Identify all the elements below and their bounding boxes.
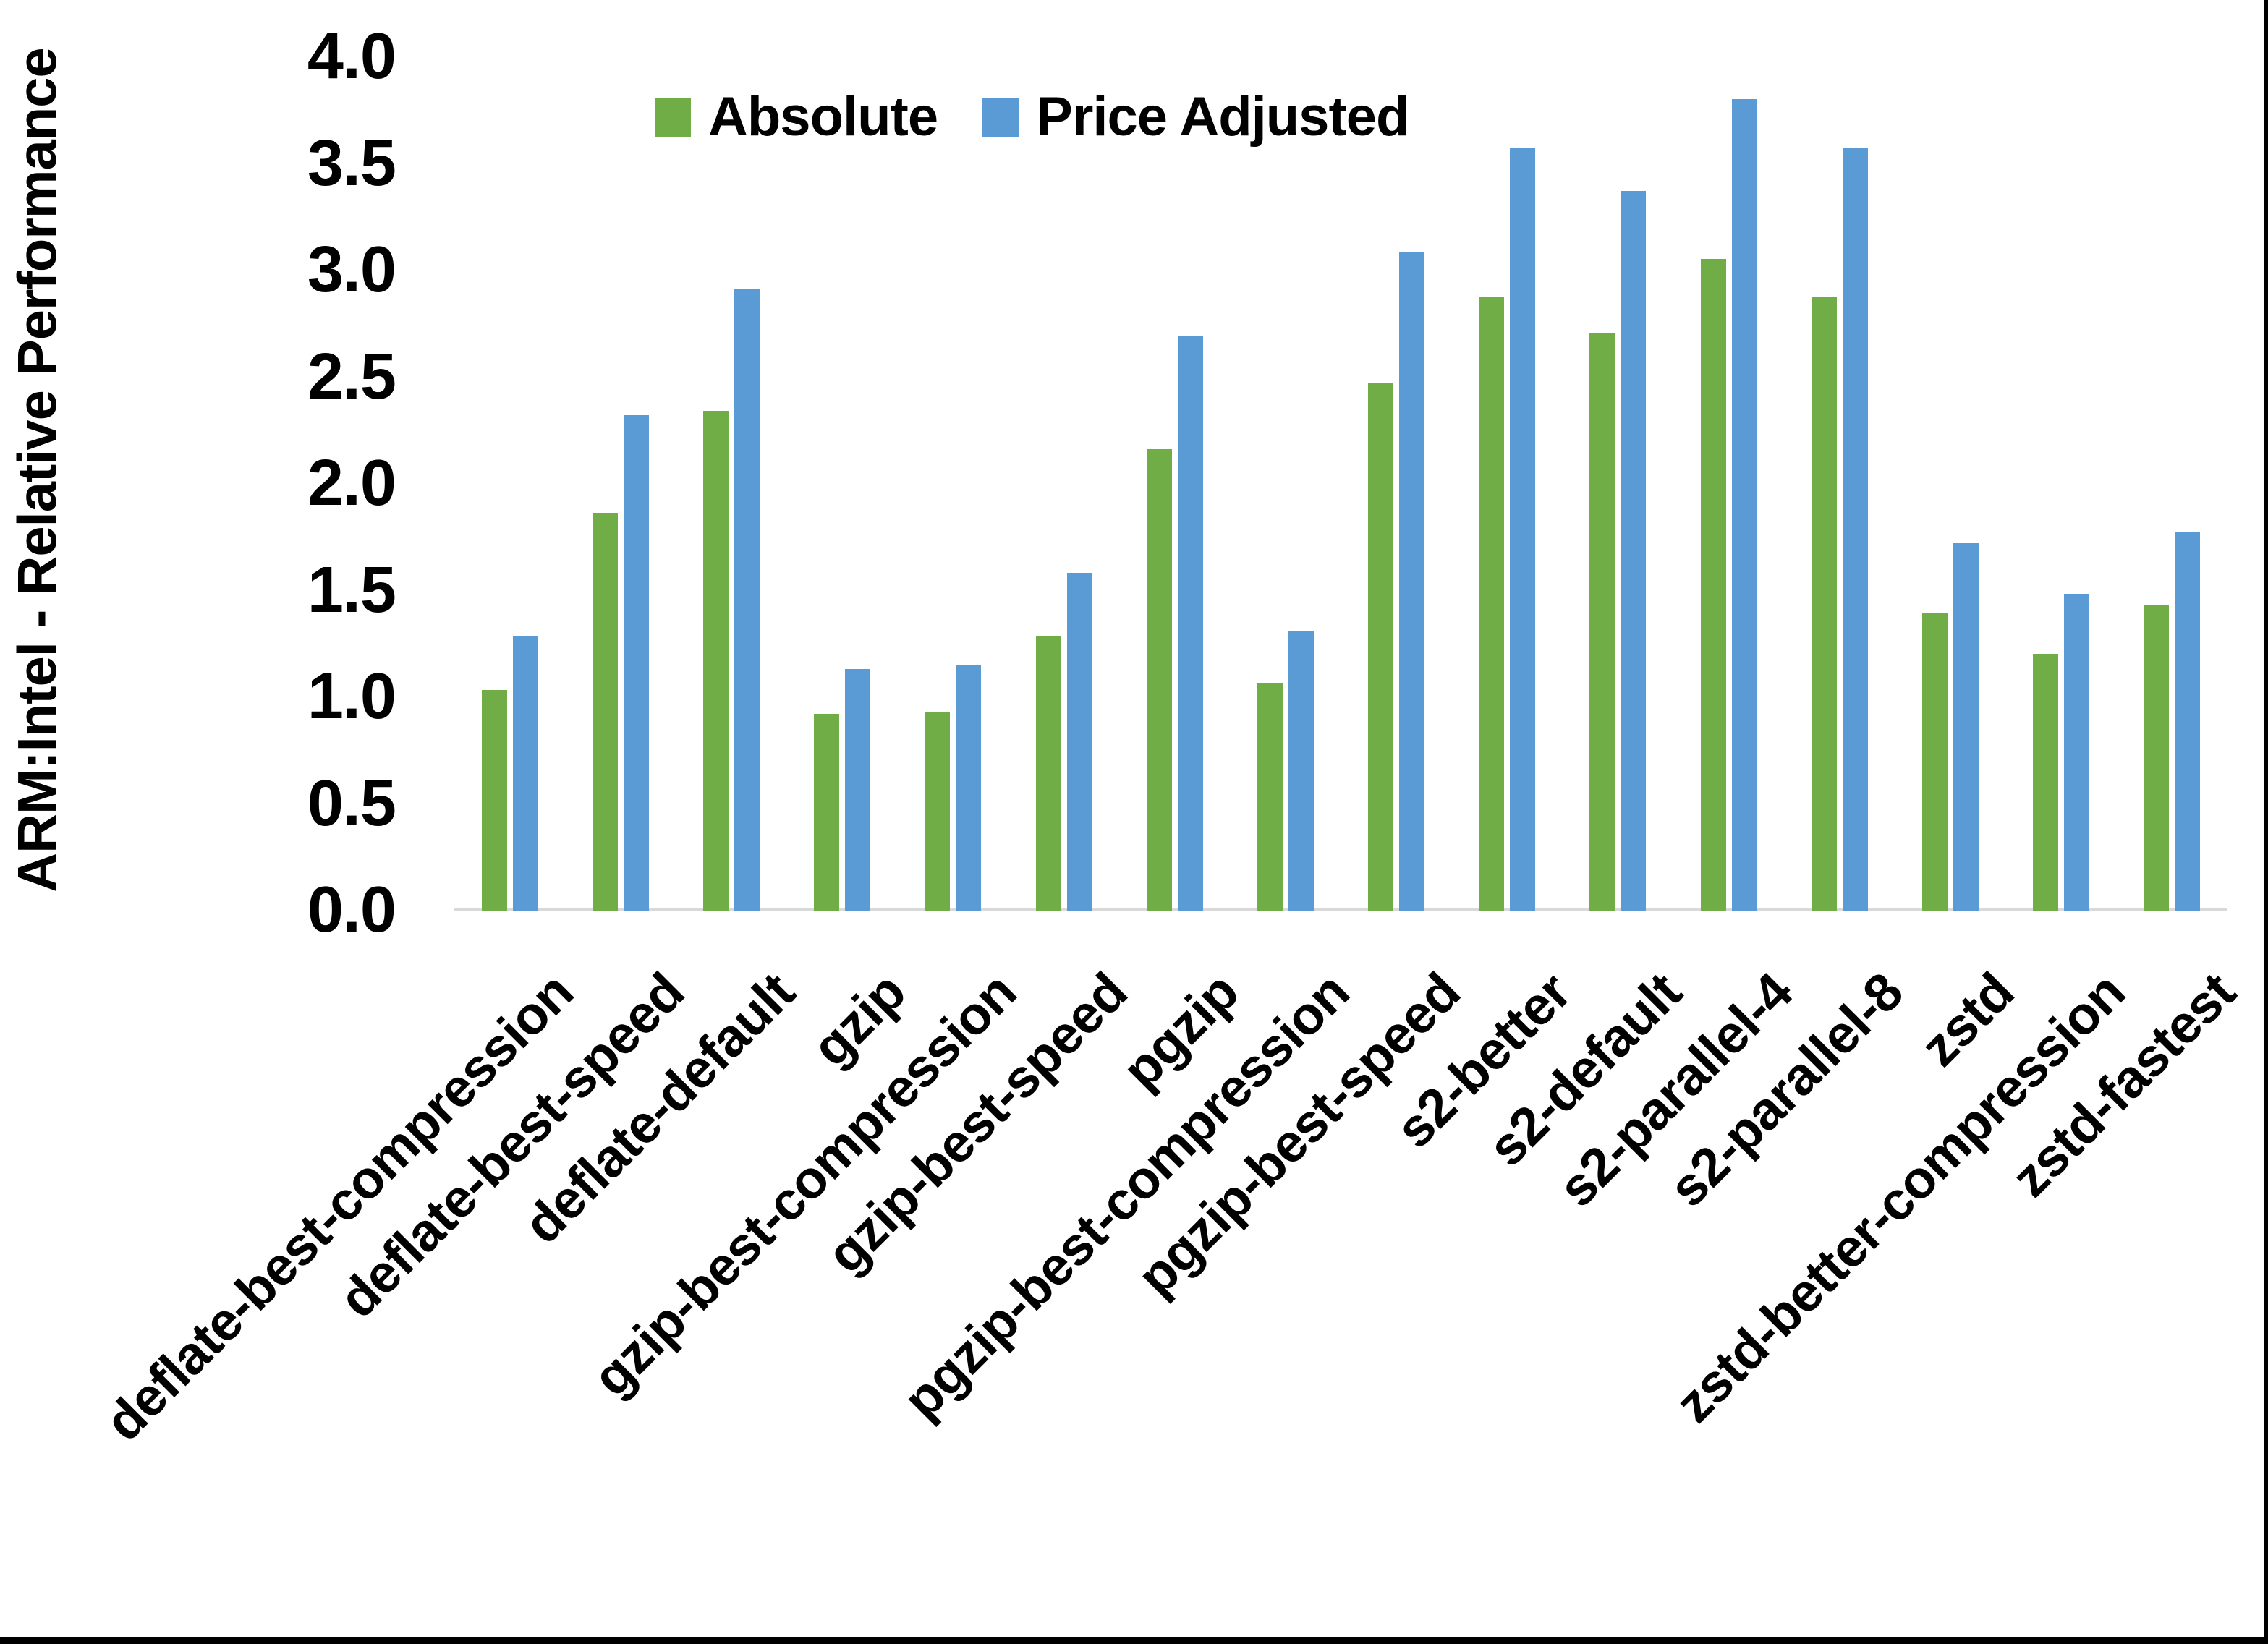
y-axis-tick-label: 4.0 [307,20,396,93]
x-axis-label: deflate-best-compression [93,961,585,1452]
bar-price-adjusted [1510,148,1535,911]
bar-absolute [1589,333,1615,911]
y-axis-tick-label: 2.0 [307,447,396,519]
bar-price-adjusted [624,415,649,911]
bar-absolute [1479,297,1504,911]
bar-absolute [925,712,950,911]
bar-absolute [1701,259,1726,911]
bar-price-adjusted [1953,543,1979,911]
bar-absolute [703,411,729,911]
y-axis-tick-label: 0.5 [307,767,396,840]
bar-absolute [1368,383,1393,911]
bar-price-adjusted [1178,336,1203,911]
bar-price-adjusted [845,669,870,911]
bar-absolute [482,690,507,911]
legend-label-absolute: Absolute [708,86,938,148]
x-axis-line [454,908,2227,911]
bar-price-adjusted [1067,573,1092,911]
bar-price-adjusted [1621,191,1646,911]
bar-price-adjusted [956,665,981,911]
bar-price-adjusted [2175,532,2200,911]
bar-price-adjusted [1843,148,1868,911]
y-axis-tick-label: 0.0 [307,874,396,946]
bar-absolute [2144,605,2169,911]
bar-absolute [1922,613,1948,911]
legend-label-price-adjusted: Price Adjusted [1036,86,1409,148]
bar-absolute [1147,449,1172,911]
legend-item-absolute: Absolute [655,85,938,148]
bottom-border-line [0,1637,2268,1644]
legend: Absolute Price Adjusted [655,85,1409,148]
y-axis-tick-label: 1.5 [307,553,396,626]
bar-price-adjusted [513,636,538,911]
bar-price-adjusted [2064,594,2089,911]
legend-swatch-absolute-icon [655,97,691,137]
right-border-line [2264,0,2268,1644]
bar-absolute [1036,636,1061,911]
bar-absolute [593,513,618,911]
bar-absolute [2033,654,2058,911]
y-axis-tick-label: 3.0 [307,234,396,306]
y-axis-tick-label: 3.5 [307,127,396,200]
bar-price-adjusted [1288,631,1314,911]
bar-absolute [1257,683,1283,911]
bar-absolute [1812,297,1837,911]
bar-price-adjusted [1399,252,1424,911]
bar-price-adjusted [734,289,760,911]
legend-item-price-adjusted: Price Adjusted [982,85,1409,148]
bar-price-adjusted [1732,99,1757,911]
y-axis-tick-label: 2.5 [307,340,396,413]
bar-absolute [814,714,839,911]
y-axis-tick-label: 1.0 [307,660,396,733]
legend-swatch-price-adjusted-icon [982,97,1019,137]
